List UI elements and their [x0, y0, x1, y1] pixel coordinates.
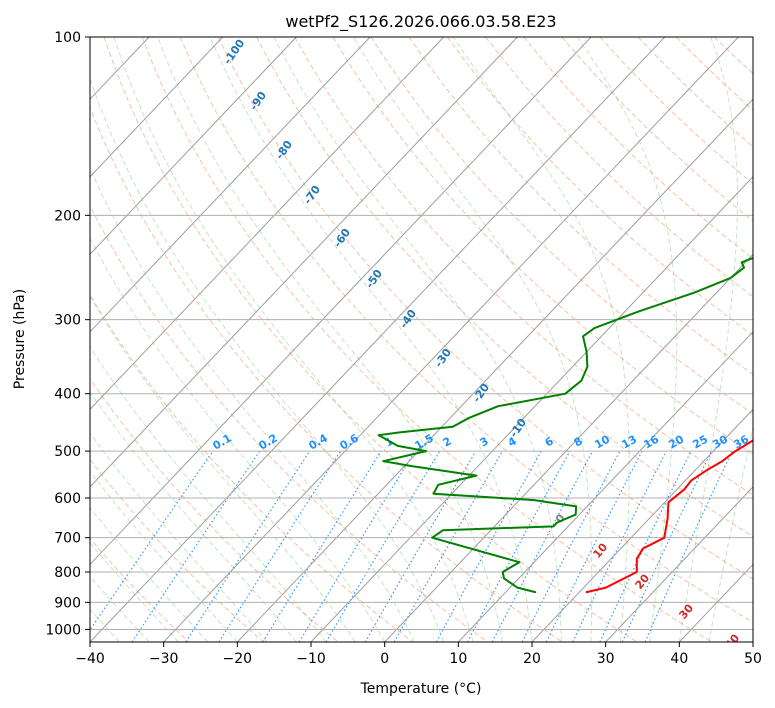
- isotherm: [236, 98, 753, 642]
- y-tick-label: 600: [54, 491, 81, 507]
- dry-adiabat: [103, 37, 638, 642]
- moist-adiabat: [90, 346, 327, 642]
- moist-adiabat: [90, 237, 386, 642]
- moist-adiabat: [678, 37, 738, 642]
- dry-adiabat: [179, 37, 753, 623]
- moist-adiabat: [352, 37, 593, 642]
- y-tick-label: 900: [54, 595, 81, 611]
- x-tick-label: 30: [597, 651, 615, 667]
- dry-adiabat: [332, 37, 753, 455]
- y-tick-label: 100: [54, 30, 81, 46]
- isotherm: [310, 176, 753, 642]
- x-tick-label: 0: [380, 651, 389, 667]
- background-lines: [90, 37, 753, 642]
- x-tick-label: −40: [75, 651, 105, 667]
- y-tick-label: 700: [54, 531, 81, 547]
- moist-adiabat: [90, 506, 209, 642]
- moist-adiabat: [90, 77, 445, 642]
- x-tick-label: −10: [296, 651, 326, 667]
- y-axis: 1000 900 800 700 600 500 400 300 200 100: [45, 30, 90, 638]
- dry-adiabat: [446, 37, 753, 336]
- mixing-ratio-line: [466, 450, 571, 642]
- dry-adiabat: [90, 458, 264, 642]
- x-tick-label: 20: [523, 651, 541, 667]
- dry-adiabat: [90, 106, 563, 642]
- y-tick-label: 300: [54, 313, 81, 329]
- y-tick-label: 200: [54, 208, 81, 224]
- moist-adiabat: [90, 575, 150, 642]
- y-tick-label: 800: [54, 565, 81, 581]
- x-tick-label: −30: [149, 651, 179, 667]
- moist-adiabat: [113, 37, 474, 642]
- isotherm: [90, 37, 445, 411]
- isotherm: [531, 408, 753, 642]
- dry-adiabat: [90, 204, 488, 642]
- isotherm: [457, 331, 753, 642]
- moist-adiabat: [90, 541, 179, 642]
- isotherm: [384, 253, 753, 642]
- mixing-ratio-line: [545, 450, 643, 642]
- isotherm: [90, 37, 224, 178]
- mixing-ratio-line: [90, 450, 214, 631]
- chart-title: wetPf2_S126.2026.066.03.58.E23: [285, 12, 556, 32]
- isotherm: [90, 37, 518, 488]
- mixing-ratio-line: [435, 450, 542, 642]
- dry-adiabat: [408, 37, 753, 375]
- x-tick-label: −20: [223, 651, 253, 667]
- y-tick-label: 500: [54, 444, 81, 460]
- temperature-profile-line: [585, 439, 753, 594]
- plot-frame: [89, 36, 754, 643]
- isotherm: [163, 37, 739, 642]
- y-axis-title: Pressure (hPa): [12, 289, 28, 389]
- moist-adiabat: [90, 470, 238, 642]
- series-lines: [377, 256, 753, 594]
- moist-adiabat: [273, 37, 562, 642]
- x-tick-label: 10: [449, 651, 467, 667]
- x-axis-title: Temperature (°C): [360, 681, 482, 697]
- mixing-ratio-line: [393, 450, 504, 642]
- moist-adiabat: [157, 37, 503, 642]
- isotherm: [605, 486, 753, 642]
- isotherm: [90, 37, 297, 256]
- moist-adiabat: [209, 37, 533, 642]
- moist-adiabat: [90, 295, 356, 642]
- y-tick-label: 400: [54, 387, 81, 403]
- moist-adiabat: [708, 424, 753, 642]
- mixing-ratio-line: [572, 450, 667, 642]
- mixing-ratio-line: [262, 450, 382, 642]
- dewpoint-profile-line: [377, 256, 753, 594]
- isotherm: [90, 37, 592, 566]
- dry-adiabat: [485, 37, 753, 298]
- moist-adiabat: [452, 37, 630, 642]
- x-tick-label: 50: [744, 651, 762, 667]
- mixing-ratio-line: [218, 450, 342, 642]
- moist-adiabat: [90, 391, 297, 642]
- dry-adiabat: [370, 37, 753, 415]
- isotherm: [90, 37, 371, 333]
- x-tick-label: 40: [670, 651, 688, 667]
- mixing-ratio-line: [185, 450, 311, 642]
- moist-adiabat: [577, 37, 678, 642]
- moist-adiabat-label: 40: [722, 631, 742, 651]
- grid-lines: [90, 37, 753, 630]
- dry-adiabat: [141, 37, 712, 642]
- mixing-ratio-line: [298, 450, 416, 642]
- y-tick-label: 1000: [45, 622, 81, 638]
- x-axis: −40 −30 −20 −10 0 10 20 30 40 50: [75, 642, 762, 667]
- isotherm: [90, 37, 666, 642]
